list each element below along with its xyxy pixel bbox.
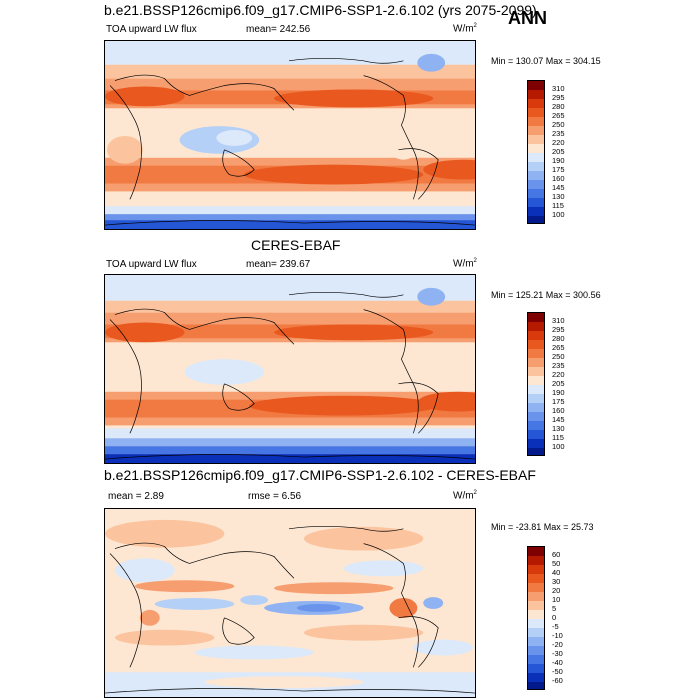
- panel-1-map: [104, 40, 476, 230]
- colorbar-tick-label: 295: [552, 325, 565, 334]
- colorbar-tick-label: 130: [552, 192, 565, 201]
- colorbar-tick-label: 175: [552, 397, 565, 406]
- colorbar-tick-label: 250: [552, 352, 565, 361]
- colorbar-tick-label: -5: [552, 622, 559, 631]
- panel-2-title: CERES-EBAF: [251, 237, 341, 253]
- panel-1-minmax: Min = 130.07 Max = 304.15: [491, 56, 601, 66]
- panel-1-variable-label: TOA upward LW flux: [106, 24, 197, 35]
- colorbar-tick-label: 145: [552, 183, 565, 192]
- colorbar-tick-label: -10: [552, 631, 563, 640]
- colorbar-tick-label: 100: [552, 210, 565, 219]
- colorbar-tick-label: 50: [552, 559, 561, 568]
- panel-3-map: [104, 508, 476, 698]
- panel-3-units: W/m2: [453, 490, 477, 502]
- colorbar-tick-label: 100: [552, 442, 565, 451]
- panel-3-rmse: rmse = 6.56: [248, 491, 302, 502]
- colorbar-tick-label: 190: [552, 388, 565, 397]
- panel-3-title: b.e21.BSSP126cmip6.f09_g17.CMIP6-SSP1-2.…: [104, 467, 536, 483]
- colorbar-tick-label: -50: [552, 667, 563, 676]
- colorbar-tick-label: 205: [552, 379, 565, 388]
- panel-1-mean: mean= 242.56: [246, 24, 311, 35]
- colorbar-tick-label: 235: [552, 129, 565, 138]
- colorbar-tick-label: 220: [552, 138, 565, 147]
- colorbar-tick-label: 265: [552, 343, 565, 352]
- colorbar-tick-label: 20: [552, 586, 561, 595]
- colorbar-tick-label: 280: [552, 102, 565, 111]
- panel-3-minmax: Min = -23.81 Max = 25.73: [491, 522, 594, 532]
- panel-1-title: b.e21.BSSP126cmip6.f09_g17.CMIP6-SSP1-2.…: [104, 2, 537, 18]
- colorbar-tick-label: 250: [552, 120, 565, 129]
- panel-2-mean: mean= 239.67: [246, 259, 311, 270]
- panel-2-minmax: Min = 125.21 Max = 300.56: [491, 290, 601, 300]
- colorbar-tick-label: 115: [552, 201, 564, 210]
- colorbar-tick-label: 295: [552, 93, 565, 102]
- panel-1-units: W/m2: [453, 23, 477, 35]
- colorbar-tick-label: 280: [552, 334, 565, 343]
- colorbar-tick-label: -60: [552, 676, 563, 685]
- colorbar-tick-label: 310: [552, 84, 565, 93]
- panel-2-variable-label: TOA upward LW flux: [106, 259, 197, 270]
- colorbar-tick-label: 0: [552, 613, 557, 622]
- panel-1-colorbar: [527, 80, 545, 224]
- colorbar-tick-label: 5: [552, 604, 557, 613]
- colorbar-tick-label: 205: [552, 147, 565, 156]
- colorbar-tick-label: 235: [552, 361, 565, 370]
- colorbar-tick-label: 40: [552, 568, 561, 577]
- colorbar-tick-label: 10: [552, 595, 561, 604]
- colorbar-tick-label: -40: [552, 658, 563, 667]
- colorbar-tick-label: 310: [552, 316, 565, 325]
- colorbar-tick-label: 115: [552, 433, 564, 442]
- colorbar-tick-label: 190: [552, 156, 565, 165]
- colorbar-tick-label: -20: [552, 640, 563, 649]
- panel-2-units: W/m2: [453, 258, 477, 270]
- colorbar-tick-label: 265: [552, 111, 565, 120]
- colorbar-tick-label: 160: [552, 174, 565, 183]
- colorbar-tick-label: -30: [552, 649, 563, 658]
- panel-2-map: [104, 274, 476, 464]
- colorbar-tick-label: 145: [552, 415, 565, 424]
- panel-2-colorbar: [527, 312, 545, 456]
- panel-3-colorbar: [527, 546, 545, 690]
- colorbar-tick-label: 220: [552, 370, 565, 379]
- colorbar-tick-label: 130: [552, 424, 565, 433]
- panel-3-mean: mean = 2.89: [108, 491, 164, 502]
- colorbar-tick-label: 160: [552, 406, 565, 415]
- colorbar-tick-label: 30: [552, 577, 561, 586]
- season-label: ANN: [508, 8, 547, 28]
- colorbar-tick-label: 175: [552, 165, 565, 174]
- colorbar-tick-label: 60: [552, 550, 561, 559]
